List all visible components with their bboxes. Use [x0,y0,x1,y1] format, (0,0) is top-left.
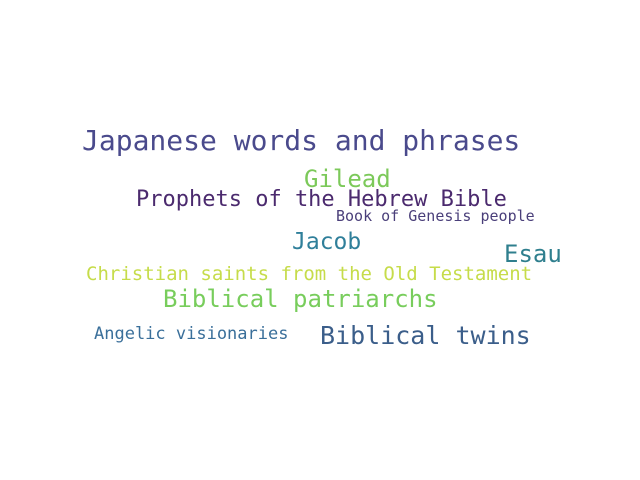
word-christian-saints-from-the-old-testament: Christian saints from the Old Testament [86,263,533,285]
word-prophets-of-the-hebrew-bible: Prophets of the Hebrew Bible [136,187,507,212]
word-gilead: Gilead [304,165,391,193]
word-japanese-words-and-phrases: Japanese words and phrases [82,124,521,157]
word-biblical-patriarchs: Biblical patriarchs [163,285,438,313]
word-book-of-genesis-people: Book of Genesis people [336,207,535,225]
word-jacob: Jacob [292,229,362,255]
word-biblical-twins: Biblical twins [320,321,531,350]
word-esau: Esau [504,240,562,268]
word-angelic-visionaries: Angelic visionaries [94,324,289,344]
